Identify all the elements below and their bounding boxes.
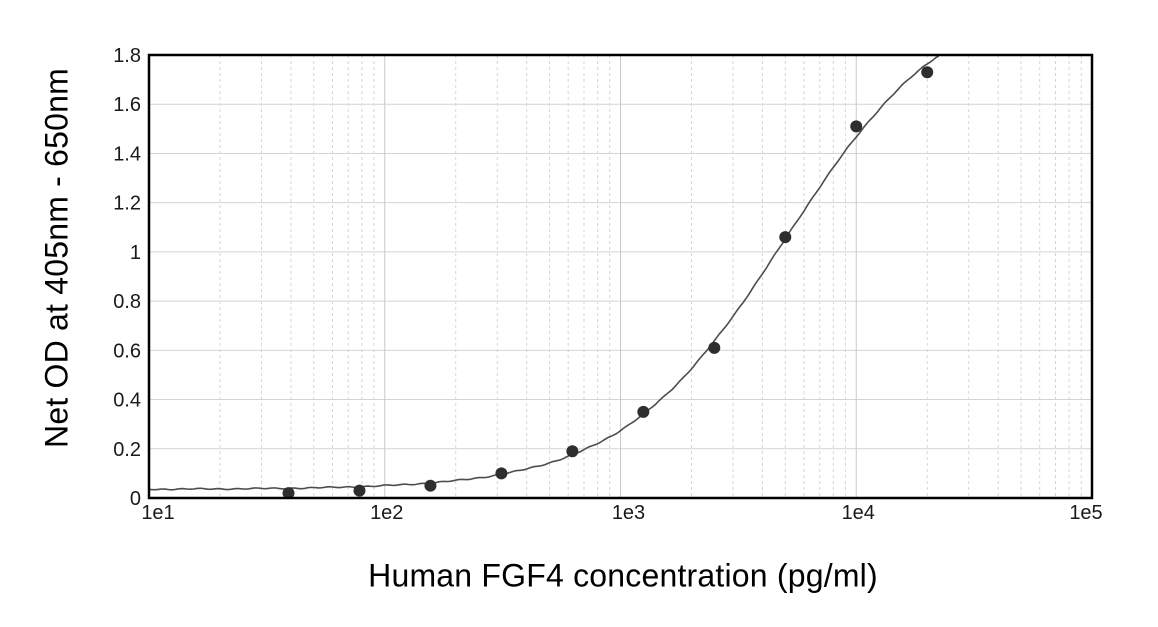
data-point (637, 405, 650, 418)
x-tick-label: 1e2 (370, 502, 403, 524)
x-tick-label: 1e1 (141, 502, 174, 524)
y-tick-label: 0.8 (113, 291, 141, 313)
fit-curve (148, 55, 940, 491)
y-tick-label: 0.2 (113, 439, 141, 461)
y-tick-label: 1.2 (113, 193, 141, 215)
x-tick-label: 1e3 (612, 502, 645, 524)
y-tick-label: 0.4 (113, 390, 141, 412)
plot-frame (147, 53, 1094, 500)
data-point (850, 120, 863, 133)
data-point (921, 66, 934, 79)
y-axis-title: Net OD at 405nm - 650nm (38, 68, 75, 448)
x-tick-label: 1e4 (842, 502, 875, 524)
data-point (495, 467, 508, 480)
data-point (353, 484, 366, 497)
y-tick-label: 1.6 (113, 94, 141, 116)
y-tick-label: 1.4 (113, 143, 141, 165)
y-tick-label: 1.8 (113, 45, 141, 67)
x-axis-title: Human FGF4 concentration (pg/ml) (368, 557, 878, 594)
x-tick-label: 1e5 (1069, 502, 1102, 524)
data-point (282, 487, 295, 500)
data-point (779, 231, 792, 244)
y-tick-label: 1 (130, 242, 141, 264)
data-point (566, 445, 579, 458)
data-point (708, 341, 721, 354)
y-tick-label: 0.6 (113, 340, 141, 362)
data-point (424, 479, 437, 492)
y-tick-label: 0 (130, 488, 141, 510)
